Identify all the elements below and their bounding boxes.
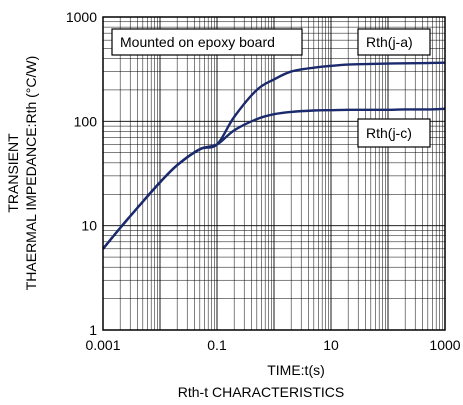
series-line-jc: [102, 107, 446, 250]
series-label-ja: Rth(j-a): [357, 28, 431, 56]
series-label-jc: Rth(j-c): [357, 118, 431, 148]
grid: [102, 17, 445, 331]
annotation-box: [111, 28, 303, 56]
x-tick-label: 1000: [429, 337, 460, 353]
annotation: Mounted on epoxy board: [111, 28, 303, 56]
x-tick-label: 0.001: [85, 337, 120, 353]
y-tick-label: 10: [81, 218, 97, 234]
annotation-text: Mounted on epoxy board: [120, 34, 275, 50]
y-tick-label: 1: [89, 322, 97, 338]
plot-frame: [102, 16, 446, 331]
y-axis-title-line1: TRANSIENT: [5, 133, 21, 213]
series-label-ja-text: Rth(j-a): [366, 34, 413, 50]
y-axis-title-line2: THAERMAL IMPEDANCE:Rth (°C/W): [23, 56, 39, 291]
series-layer: [102, 61, 446, 250]
y-tick-label: 1000: [66, 9, 97, 25]
series-label-jc-box: [357, 118, 431, 148]
y-tick-label: 100: [74, 113, 98, 129]
series-label-jc-text: Rth(j-c): [366, 125, 412, 141]
x-tick-label: 10: [323, 337, 339, 353]
x-axis-title: TIME:t(s): [267, 362, 325, 378]
chart-title: Rth-t CHARACTERISTICS: [178, 384, 344, 400]
tick-labels: 0.001 0.1 10 1000 1 10 100 1000: [66, 9, 461, 353]
x-tick-label: 0.1: [207, 337, 227, 353]
series-label-ja-box: [357, 28, 431, 56]
